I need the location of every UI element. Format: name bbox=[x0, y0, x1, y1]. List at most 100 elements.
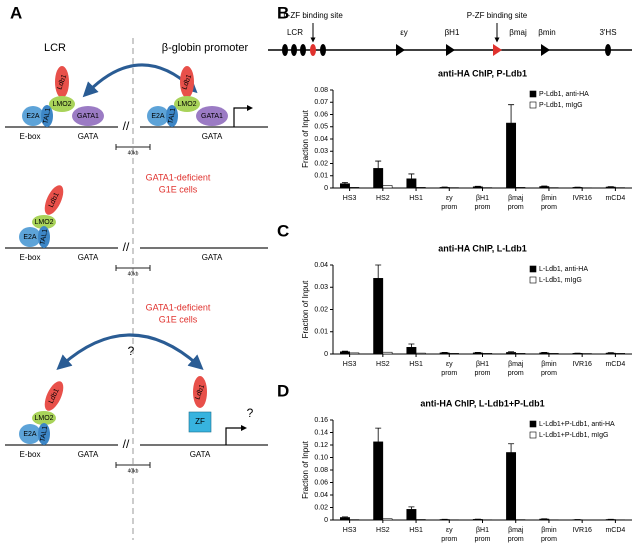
promoter-label: β-globin promoter bbox=[162, 42, 249, 54]
note: GATA1-deficient bbox=[146, 172, 211, 182]
gene-label: εy bbox=[400, 28, 408, 37]
note: G1E cells bbox=[159, 314, 198, 324]
y-tick-label: 0 bbox=[324, 351, 328, 358]
x-tick-label: mCD4 bbox=[605, 527, 625, 534]
bar bbox=[440, 353, 449, 354]
x-tick-label: IVR16 bbox=[572, 361, 592, 368]
legend-swatch bbox=[530, 266, 536, 272]
y-tick-label: 0.02 bbox=[314, 504, 328, 511]
legend-label: L-Ldb1+P-Ldb1, mIgG bbox=[539, 432, 608, 439]
site-label: E-box bbox=[20, 253, 41, 262]
chart-title: anti-HA ChIP, L-Ldb1 bbox=[438, 243, 527, 253]
question: ? bbox=[128, 344, 135, 358]
loop-arrow bbox=[88, 65, 192, 92]
gene-label: βH1 bbox=[445, 28, 460, 37]
y-axis-label: Fraction of Input bbox=[301, 280, 310, 339]
legend-label: L-Ldb1, anti-HA bbox=[539, 266, 588, 273]
error-bar bbox=[408, 507, 414, 510]
gene-label: LCR bbox=[287, 28, 303, 37]
y-tick-label: 0.08 bbox=[314, 467, 328, 474]
gene bbox=[446, 44, 455, 56]
site-label: GATA bbox=[190, 450, 211, 459]
legend-swatch bbox=[530, 421, 536, 427]
hs-site bbox=[300, 44, 306, 56]
y-tick-label: 0 bbox=[324, 517, 328, 524]
error-bar bbox=[375, 265, 381, 278]
scale-label: 40kb bbox=[128, 468, 139, 474]
legend-swatch bbox=[530, 91, 536, 97]
y-tick-label: 0.03 bbox=[314, 148, 328, 155]
bar bbox=[483, 353, 492, 354]
gene-label: 3'HS bbox=[599, 28, 616, 37]
x-tick-label: HS1 bbox=[409, 361, 423, 368]
bar bbox=[473, 353, 482, 354]
bar bbox=[473, 187, 482, 188]
y-tick-label: 0.03 bbox=[314, 284, 328, 291]
y-tick-label: 0.10 bbox=[314, 454, 328, 461]
protein-label: ZF bbox=[195, 417, 205, 426]
bar bbox=[374, 278, 383, 354]
x-tick-label: HS1 bbox=[409, 195, 423, 202]
note: G1E cells bbox=[159, 184, 198, 194]
y-tick-label: 0.06 bbox=[314, 111, 328, 118]
legend-label: P-Ldb1, mIgG bbox=[539, 102, 583, 109]
x-tick-label: HS3 bbox=[343, 195, 357, 202]
bar bbox=[340, 518, 349, 521]
bar bbox=[516, 187, 525, 188]
y-tick-label: 0 bbox=[324, 185, 328, 192]
protein-label: LMO2 bbox=[34, 219, 53, 226]
bar bbox=[407, 179, 416, 188]
gene-label: βmin bbox=[538, 28, 556, 37]
gene bbox=[541, 44, 550, 56]
hs-site bbox=[605, 44, 611, 56]
y-axis-label: Fraction of Input bbox=[301, 109, 310, 168]
diagram: LCR β-globin promoter // Ldb1 LMO2 E2A T… bbox=[5, 38, 268, 540]
error-bar bbox=[408, 344, 414, 347]
site-label: E-box bbox=[20, 450, 41, 459]
y-tick-label: 0.05 bbox=[314, 124, 328, 131]
y-axis-label: Fraction of Input bbox=[301, 440, 310, 499]
y-tick-label: 0.14 bbox=[314, 429, 328, 436]
bar bbox=[416, 520, 425, 521]
break: // bbox=[123, 119, 130, 133]
y-tick-label: 0.02 bbox=[314, 306, 328, 313]
bar bbox=[615, 353, 624, 354]
y-tick-label: 0.12 bbox=[314, 442, 328, 449]
bar bbox=[407, 509, 416, 520]
legend-swatch bbox=[530, 432, 536, 438]
gene bbox=[493, 44, 502, 56]
hs-site bbox=[320, 44, 326, 56]
bar bbox=[516, 353, 525, 354]
legend-label: P-Ldb1, anti-HA bbox=[539, 91, 589, 98]
site-label: GATA bbox=[202, 132, 223, 141]
y-tick-label: 0.08 bbox=[314, 87, 328, 94]
note: GATA1-deficient bbox=[146, 302, 211, 312]
x-tick-label: HS2 bbox=[376, 195, 390, 202]
bar bbox=[374, 442, 383, 520]
bar bbox=[540, 187, 549, 188]
protein-label: LMO2 bbox=[177, 101, 196, 108]
error-bar bbox=[375, 161, 381, 168]
x-tick-label: mCD4 bbox=[605, 195, 625, 202]
x-tick-label: HS2 bbox=[376, 361, 390, 368]
x-tick-label: mCD4 bbox=[605, 361, 625, 368]
tss-arrow bbox=[234, 108, 250, 127]
y-tick-label: 0.01 bbox=[314, 173, 328, 180]
tss-arrow bbox=[226, 428, 244, 445]
bar bbox=[606, 353, 615, 354]
bar bbox=[506, 123, 515, 188]
x-tick-label: IVR16 bbox=[572, 195, 592, 202]
protein-label: LMO2 bbox=[52, 101, 71, 108]
bar bbox=[350, 353, 359, 354]
x-tick-label: HS1 bbox=[409, 527, 423, 534]
bar bbox=[540, 519, 549, 520]
bar bbox=[606, 187, 615, 188]
bar bbox=[340, 184, 349, 188]
